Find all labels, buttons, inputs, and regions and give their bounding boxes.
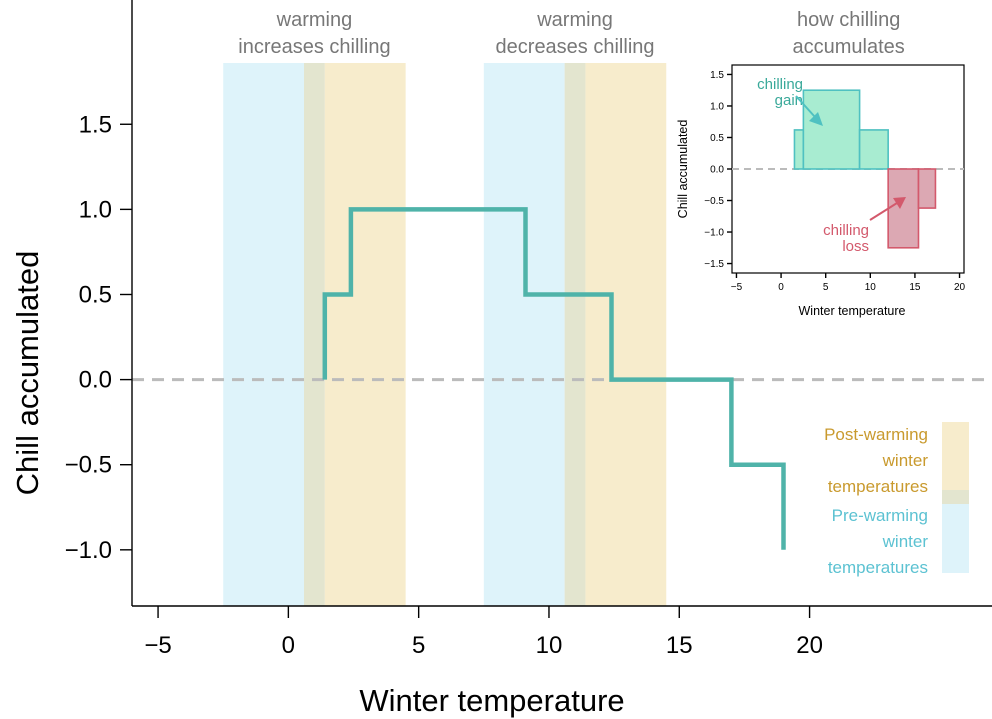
legend-post-label-line: temperatures	[828, 477, 928, 496]
y-tick-label: 1.0	[79, 196, 112, 223]
inset-y-tick-label: −1.0	[704, 228, 724, 239]
band-post-2	[324, 63, 406, 606]
inset-loss-arrow-head	[893, 197, 906, 209]
x-axis-title: Winter temperature	[359, 683, 624, 718]
x-tick-label: −5	[144, 632, 171, 659]
band-pre-3	[483, 63, 565, 606]
annotation-1-line: warming	[536, 9, 613, 31]
chill-step-line-0	[322, 207, 786, 550]
inset-gain-label-line: chilling	[757, 76, 803, 93]
annotation-2-line: how chilling	[797, 9, 900, 31]
inset-x-tick-label: 15	[909, 282, 921, 293]
y-tick-label: 1.5	[79, 111, 112, 138]
x-tick-label: 10	[536, 632, 563, 659]
legend-pre-label-line: Pre-warming	[832, 506, 928, 525]
inset-y-tick-label: 0.5	[710, 133, 724, 144]
inset-y-tick-label: 1.0	[710, 101, 724, 112]
inset-gain-arrow-shaft	[795, 95, 816, 118]
band-overlap-4	[564, 63, 586, 606]
legend-swatch-overlap	[942, 490, 969, 504]
inset-y-tick-label: −0.5	[704, 196, 724, 207]
legend-swatch-pre	[942, 504, 969, 573]
inset-x-tick-label: 10	[865, 282, 877, 293]
band-pre-0	[223, 63, 304, 606]
x-tick-label: 20	[796, 632, 823, 659]
inset-x-tick-label: 0	[778, 282, 784, 293]
temperature-bands	[223, 63, 667, 606]
annotation-1-line: decreases chilling	[496, 36, 655, 58]
inset-bar-gain-1	[802, 89, 861, 170]
inset-bar-loss-3	[887, 168, 920, 249]
inset-loss-arrow-shaft	[869, 202, 898, 221]
legend: Post-warming winter temperatures Pre-warmin…	[824, 422, 969, 577]
inset-chart: −5 0 5 10 15 20 −1.5 −1.0 −0.5 0.0 0.5 1.0 1.5 Winter…	[676, 64, 966, 318]
band-annotations: warming increases chilling warming decrease…	[238, 9, 905, 58]
y-tick-label: 0.0	[79, 367, 112, 394]
x-tick-label: 15	[666, 632, 693, 659]
annotation-0-line: increases chilling	[238, 36, 390, 58]
legend-pre-label-line: winter	[882, 532, 929, 551]
inset-bar-gain-2	[858, 129, 889, 170]
y-axis-title: Chill accumulated	[10, 251, 45, 496]
inset-x-axis-title: Winter temperature	[799, 304, 906, 318]
annotation-0-line: warming	[276, 9, 353, 31]
inset-loss-label-line: chilling	[823, 222, 869, 239]
annotation-2-line: accumulates	[793, 36, 905, 58]
inset-y-axis-title: Chill accumulated	[676, 120, 690, 219]
inset-x-tick-label: 20	[954, 282, 966, 293]
band-post-5	[585, 63, 667, 606]
inset-x-tick-label: −5	[731, 282, 743, 293]
band-overlap-1	[304, 63, 325, 606]
legend-pre-label-line: temperatures	[828, 558, 928, 577]
inset-bar-loss-4	[917, 168, 937, 209]
y-tick-label: −0.5	[65, 452, 112, 479]
legend-post-label-line: winter	[882, 451, 929, 470]
inset-gain-arrow-head	[809, 112, 823, 126]
inset-x-tick-label: 5	[823, 282, 829, 293]
legend-swatch-post	[942, 422, 969, 490]
x-tick-label: 0	[282, 632, 295, 659]
x-tick-label: 5	[412, 632, 425, 659]
main-axes: −5 0 5 10 15 20 −1.0 −0.5 0.0 0.5 1.0 1.5 Winter tem…	[10, 0, 992, 718]
chill-series	[322, 207, 786, 550]
inset-y-tick-label: −1.5	[704, 259, 724, 270]
inset-bar-gain-0	[793, 129, 805, 170]
inset-y-tick-label: 1.5	[710, 70, 724, 81]
inset-y-tick-label: 0.0	[710, 165, 724, 176]
y-tick-label: 0.5	[79, 281, 112, 308]
inset-loss-label-line: loss	[842, 238, 869, 255]
legend-post-label-line: Post-warming	[824, 425, 928, 444]
y-tick-label: −1.0	[65, 537, 112, 564]
